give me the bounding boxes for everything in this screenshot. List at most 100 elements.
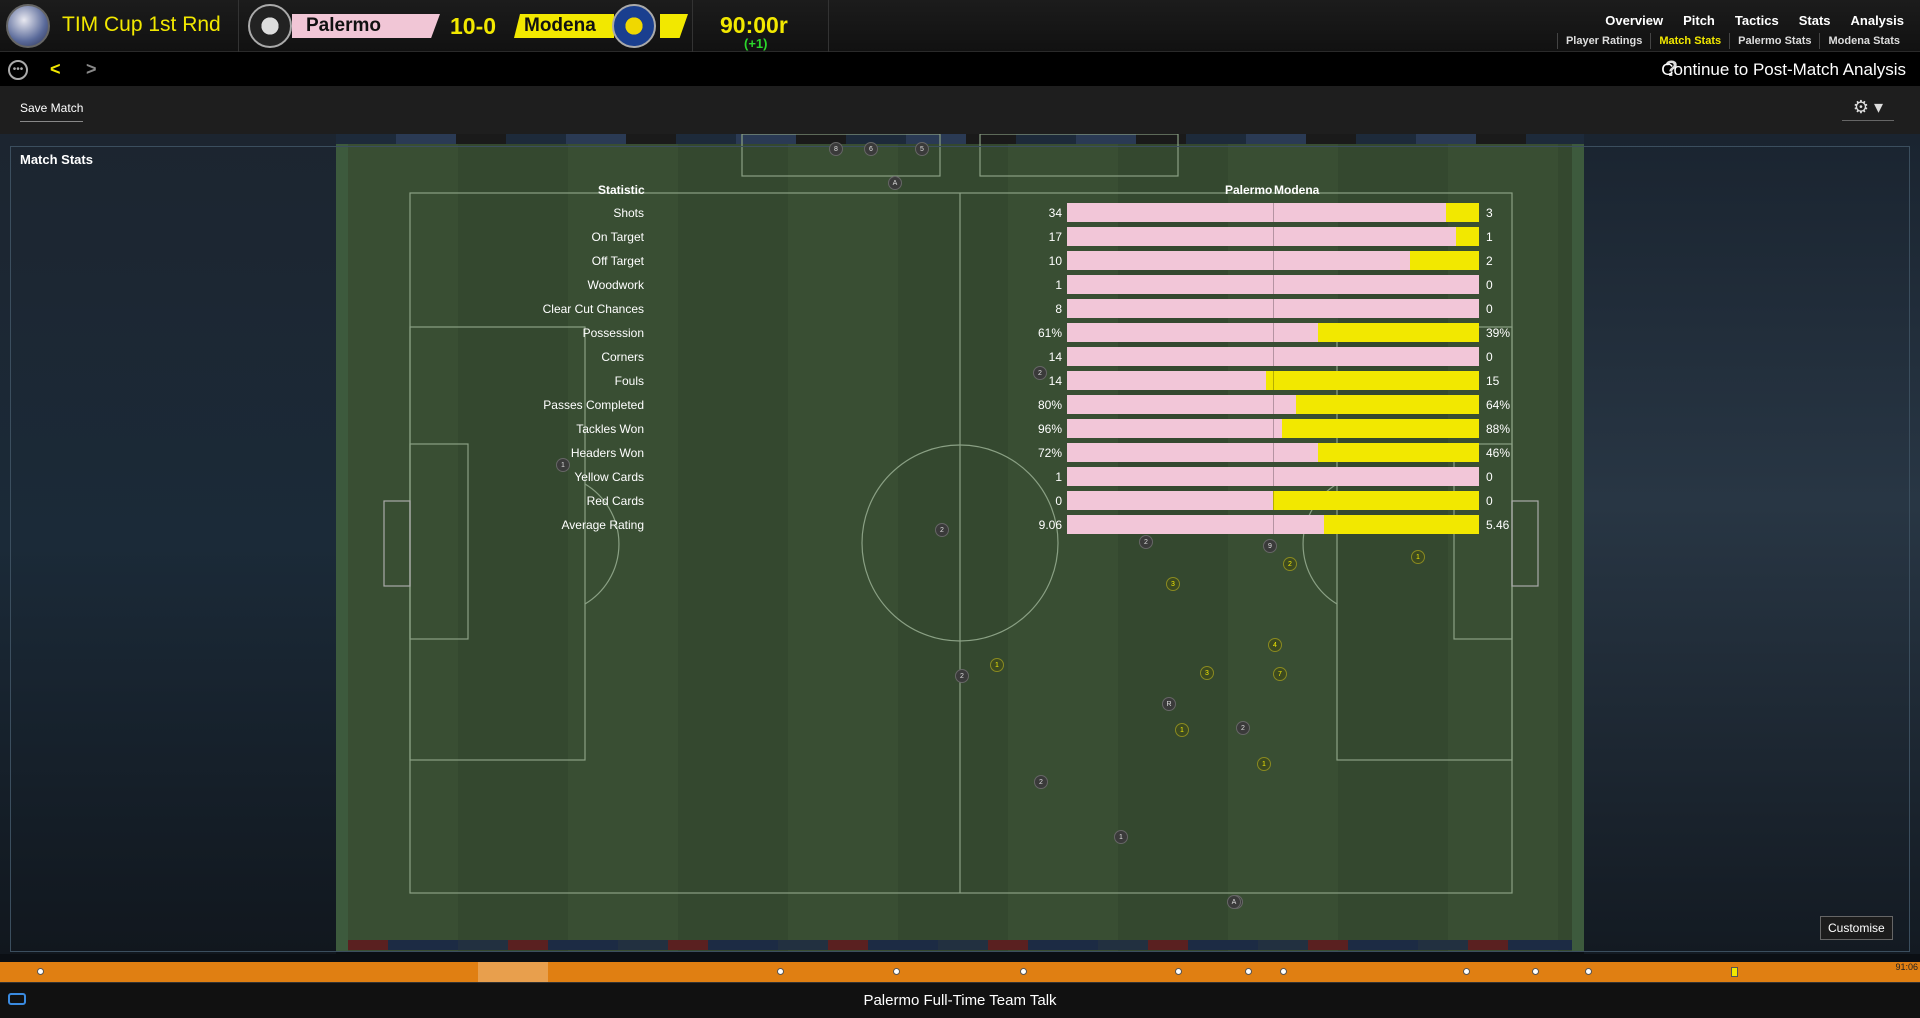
away-player-marker[interactable]: 7 bbox=[1273, 667, 1287, 681]
stat-bar-midline bbox=[1273, 491, 1274, 510]
home-player-marker[interactable]: 2 bbox=[1236, 721, 1250, 735]
timeline-selection bbox=[478, 962, 548, 982]
stat-home-value: 17 bbox=[1048, 230, 1062, 244]
timeline-card-marker[interactable] bbox=[1731, 967, 1738, 977]
stat-bar-midline bbox=[1273, 395, 1274, 414]
home-player-marker[interactable]: 5 bbox=[915, 142, 929, 156]
competition-logo bbox=[6, 4, 50, 48]
stat-label: Average Rating bbox=[561, 518, 645, 532]
timeline-event[interactable] bbox=[1585, 968, 1592, 975]
away-player-marker[interactable]: 1 bbox=[1175, 723, 1189, 737]
timeline-event[interactable] bbox=[1463, 968, 1470, 975]
stat-label: Fouls bbox=[614, 374, 644, 388]
home-player-marker[interactable]: 2 bbox=[1034, 775, 1048, 789]
stat-bar-away-fill bbox=[1410, 251, 1479, 270]
stat-bar bbox=[1067, 467, 1479, 486]
away-player-marker[interactable]: 3 bbox=[1166, 577, 1180, 591]
nav-stats[interactable]: Stats bbox=[1798, 13, 1831, 28]
timeline-event[interactable] bbox=[1280, 968, 1287, 975]
customise-button[interactable]: Customise bbox=[1820, 916, 1893, 940]
stat-bar-midline bbox=[1273, 515, 1274, 534]
nav-analysis[interactable]: Analysis bbox=[1850, 13, 1904, 28]
stat-bar-midline bbox=[1273, 443, 1274, 462]
stat-bar bbox=[1067, 371, 1479, 390]
home-team-logo[interactable] bbox=[248, 4, 292, 48]
stat-home-value: 80% bbox=[1037, 398, 1062, 412]
stat-away-value: 0 bbox=[1486, 470, 1493, 484]
stat-bar-away-fill bbox=[1324, 515, 1479, 534]
timeline-event[interactable] bbox=[37, 968, 44, 975]
away-team-logo[interactable] bbox=[612, 4, 656, 48]
gear-icon[interactable]: ⚙ ▾ bbox=[1842, 97, 1894, 121]
home-player-marker[interactable]: 1 bbox=[1114, 830, 1128, 844]
home-player-marker[interactable]: A bbox=[1227, 895, 1241, 909]
stat-bar bbox=[1067, 323, 1479, 342]
right-goal bbox=[1511, 500, 1539, 587]
keyboard-icon[interactable] bbox=[8, 993, 26, 1005]
stat-home-value: 72% bbox=[1037, 446, 1062, 460]
stat-away-value: 0 bbox=[1486, 350, 1493, 364]
match-timeline[interactable]: 91:06 bbox=[0, 962, 1920, 982]
timeline-event[interactable] bbox=[777, 968, 784, 975]
forward-arrow-icon[interactable]: > bbox=[86, 59, 97, 79]
away-column-header: Modena bbox=[1274, 183, 1320, 197]
left-goal bbox=[383, 500, 411, 587]
stat-bar-away-fill bbox=[1318, 323, 1479, 342]
stat-label: Possession bbox=[582, 326, 644, 340]
timeline-event[interactable] bbox=[1020, 968, 1027, 975]
away-player-marker[interactable]: 1 bbox=[990, 658, 1004, 672]
home-player-marker[interactable]: 2 bbox=[935, 523, 949, 537]
stat-away-value: 39% bbox=[1486, 326, 1511, 340]
nav-overview[interactable]: Overview bbox=[1605, 13, 1664, 28]
home-player-marker[interactable]: 2 bbox=[955, 669, 969, 683]
stat-label: Corners bbox=[601, 350, 644, 364]
away-player-marker[interactable]: 3 bbox=[1200, 666, 1214, 680]
stat-bar-away-fill bbox=[1265, 371, 1479, 390]
home-player-marker[interactable]: 1 bbox=[556, 458, 570, 472]
stat-bar-midline bbox=[1273, 371, 1274, 390]
timeline-event[interactable] bbox=[893, 968, 900, 975]
stat-bar-midline bbox=[1273, 203, 1274, 222]
home-player-marker[interactable]: 2 bbox=[1139, 535, 1153, 549]
away-player-marker[interactable]: 4 bbox=[1268, 638, 1282, 652]
team-talk-button[interactable]: Palermo Full-Time Team Talk bbox=[863, 992, 1057, 1009]
stat-label: Off Target bbox=[591, 254, 644, 268]
stat-bar-away-fill bbox=[1318, 443, 1479, 462]
bottom-bar: Palermo Full-Time Team Talk bbox=[0, 982, 1920, 1018]
stat-home-value: 14 bbox=[1048, 350, 1062, 364]
tab-player-ratings[interactable]: Player Ratings bbox=[1556, 33, 1650, 49]
away-player-marker[interactable]: 2 bbox=[1283, 557, 1297, 571]
home-player-marker[interactable]: R bbox=[1162, 697, 1176, 711]
away-team-name[interactable]: Modena bbox=[514, 14, 614, 38]
panel-title: Match Stats bbox=[20, 152, 93, 167]
home-player-marker[interactable]: 8 bbox=[829, 142, 843, 156]
stat-bar bbox=[1067, 347, 1479, 366]
home-team-name[interactable]: Palermo bbox=[292, 14, 440, 38]
menu-icon[interactable]: ••• bbox=[8, 60, 28, 80]
stat-home-value: 10 bbox=[1048, 254, 1062, 268]
nav-pitch[interactable]: Pitch bbox=[1683, 13, 1715, 28]
tab-match-stats[interactable]: Match Stats bbox=[1650, 33, 1729, 49]
home-player-marker[interactable]: 9 bbox=[1263, 539, 1277, 553]
save-match-button[interactable]: Save Match bbox=[20, 101, 84, 122]
nav-tactics[interactable]: Tactics bbox=[1734, 13, 1779, 28]
timeline-event[interactable] bbox=[1245, 968, 1252, 975]
away-player-marker[interactable]: 1 bbox=[1411, 550, 1425, 564]
stat-bar-away-fill bbox=[1282, 419, 1479, 438]
stat-home-value: 8 bbox=[1055, 302, 1062, 316]
continue-button[interactable]: Continue to Post-Match Analysis bbox=[1661, 60, 1906, 79]
match-header: TIM Cup 1st Rnd Palermo 10-0 Modena 90:0… bbox=[0, 0, 1920, 52]
stat-away-value: 1 bbox=[1486, 230, 1493, 244]
back-arrow-icon[interactable]: < bbox=[50, 59, 61, 79]
stat-away-value: 0 bbox=[1486, 278, 1493, 292]
timeline-event[interactable] bbox=[1532, 968, 1539, 975]
home-player-marker[interactable]: A bbox=[888, 176, 902, 190]
home-player-marker[interactable]: 2 bbox=[1033, 366, 1047, 380]
tab-palermo-stats[interactable]: Palermo Stats bbox=[1729, 33, 1819, 49]
stat-home-value: 9.06 bbox=[1038, 518, 1062, 532]
tab-modena-stats[interactable]: Modena Stats bbox=[1819, 33, 1908, 49]
away-player-marker[interactable]: 1 bbox=[1257, 757, 1271, 771]
timeline-event[interactable] bbox=[1175, 968, 1182, 975]
help-icon[interactable]: ? bbox=[1664, 56, 1678, 81]
home-player-marker[interactable]: 6 bbox=[864, 142, 878, 156]
